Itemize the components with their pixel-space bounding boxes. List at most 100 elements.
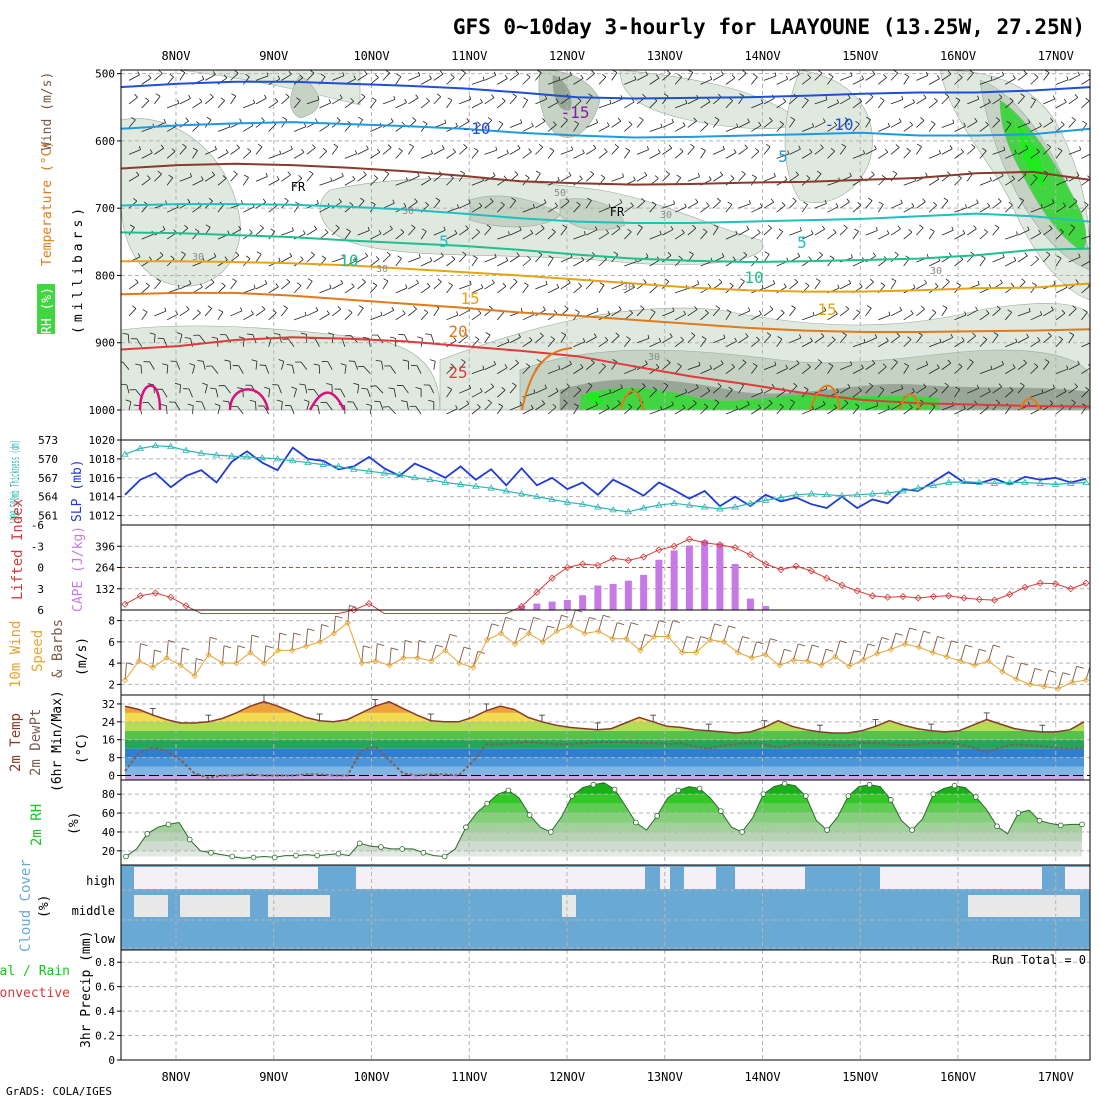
wind-barb	[928, 100, 938, 109]
wind-barb-flag	[777, 336, 783, 340]
thickness-point	[334, 462, 343, 469]
cape-bar	[563, 600, 571, 610]
wind-10m-barb-flag	[965, 644, 973, 648]
bottom-date-label: 15NOV	[842, 1070, 878, 1084]
wind-barb	[598, 407, 610, 415]
wind-barb-flag	[479, 387, 483, 392]
wind-10m-barb	[737, 636, 743, 653]
wind-10m-barb-flag	[993, 644, 1001, 648]
wind-barb	[497, 389, 506, 398]
wind-barb	[408, 53, 414, 61]
bottom-date-label: 16NOV	[940, 1070, 976, 1084]
wind-barb-flag	[778, 228, 784, 232]
wind-barb-flag	[875, 226, 878, 231]
wind-barb-flag	[919, 224, 924, 229]
wind-barb-flag	[900, 199, 903, 204]
wind-barb	[840, 75, 853, 81]
wind-barb-flag	[855, 120, 860, 125]
wind-barb-flag	[563, 117, 568, 121]
wind-barb-flag	[744, 144, 748, 149]
middle-cloud-clear	[968, 895, 1080, 917]
wind-barb	[1081, 389, 1090, 398]
wind-barb-flag	[796, 70, 800, 75]
wind-10m-barb-flag	[307, 628, 315, 632]
wind-barb	[522, 314, 535, 321]
wind-barb	[1055, 205, 1066, 213]
isotherm-10	[121, 231, 1090, 264]
wind-barb-flag	[708, 176, 712, 181]
wind-barb	[395, 102, 407, 109]
wind-barb-flag	[741, 170, 746, 175]
wind-barb-flag	[820, 332, 825, 337]
wind-barb	[161, 389, 168, 398]
wind-barb-flag	[398, 147, 403, 152]
wind-barb-flag	[209, 93, 214, 98]
wind-speed-point	[720, 638, 727, 645]
wind-barb	[890, 335, 901, 344]
wind-barb	[408, 201, 418, 209]
thickness-point	[1067, 479, 1075, 486]
wind-barb-flag	[384, 170, 390, 174]
wind-barb-flag	[669, 333, 673, 338]
wind-barb-flag	[859, 283, 863, 287]
wind-barb	[1081, 311, 1088, 321]
wind-10m-barb-flag	[853, 649, 862, 653]
y-tick-label: 8	[108, 752, 115, 765]
wind-barb-flag	[291, 227, 294, 231]
wind-barb	[255, 309, 266, 317]
wind-barb	[382, 310, 394, 317]
wind-barb	[471, 406, 481, 415]
rh-band	[126, 803, 1082, 814]
wind-barb-flag	[284, 404, 291, 407]
wind-barb-flag	[174, 382, 181, 386]
wind-barb	[317, 405, 320, 415]
wind-barb	[827, 339, 836, 348]
wind-barb-flag	[644, 171, 648, 176]
wind-barb	[903, 124, 913, 132]
wind-speed-point	[748, 654, 755, 661]
wind-barb-flag	[343, 254, 345, 258]
wind-barb-flag	[366, 145, 369, 150]
rh-2m-point	[186, 836, 193, 843]
wind-10m-barb-flag	[377, 643, 385, 647]
wind-barb-flag	[414, 198, 418, 203]
rh-2m-point	[887, 797, 894, 803]
thickness-point	[670, 499, 678, 506]
wind-barb-flag	[863, 338, 866, 343]
wind-barb	[585, 73, 595, 81]
isotherm-label: -15	[561, 103, 590, 122]
wind-barb-flag	[1050, 306, 1054, 311]
wind-barb-flag	[701, 336, 707, 340]
wind-barb	[1017, 255, 1028, 263]
wind-barb-flag	[429, 75, 432, 79]
thickness-point	[121, 450, 129, 457]
wind-barb	[763, 227, 772, 236]
wind-barb	[509, 336, 521, 344]
wind-barb	[801, 340, 813, 348]
wind-barb	[535, 53, 543, 60]
wind-barb-flag	[791, 305, 796, 309]
wind-barb-flag	[909, 121, 913, 126]
wind-barb	[700, 150, 706, 159]
wind-barb	[547, 124, 557, 132]
wind-10m-barb-flag	[784, 648, 792, 652]
wind-barb	[763, 364, 777, 371]
wind-barb	[928, 406, 936, 415]
wind-10m-barb	[946, 640, 952, 657]
wind-barb	[687, 403, 697, 411]
wind-barb-flag	[1008, 201, 1013, 206]
wind-barb-flag	[160, 144, 165, 149]
wind-barb	[179, 384, 181, 394]
wind-barb	[1043, 120, 1054, 128]
wind-barb	[345, 56, 350, 64]
wind-barb-flag	[804, 97, 809, 101]
wind-barb-flag	[781, 202, 786, 206]
wind-barb-flag	[670, 225, 674, 230]
wind-barb	[865, 385, 874, 394]
wind-barb-flag	[250, 310, 254, 315]
temperature-band	[125, 757, 1084, 767]
wind-barb-flag	[335, 50, 339, 53]
wind-barb	[992, 97, 1003, 105]
thickness-point	[868, 490, 877, 497]
